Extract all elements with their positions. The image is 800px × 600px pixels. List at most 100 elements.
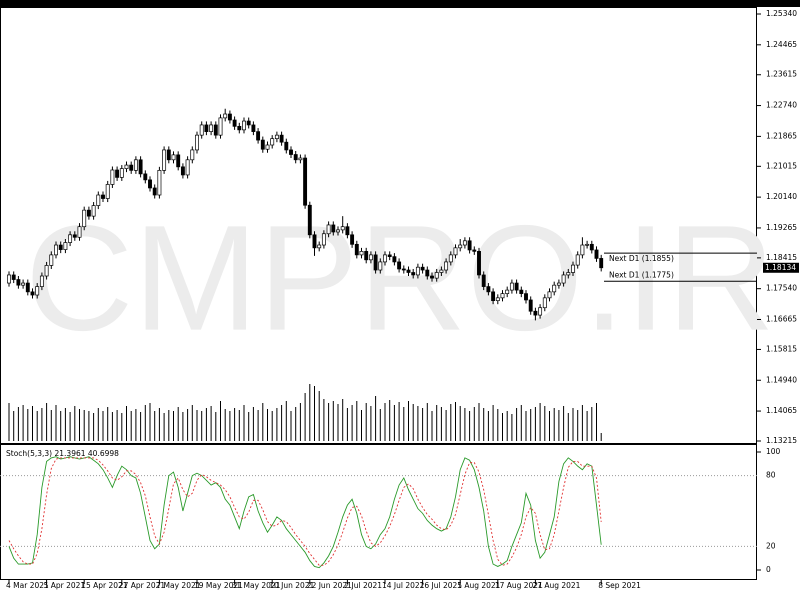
candle-body <box>115 169 120 178</box>
candle-body <box>340 226 345 231</box>
candle-body <box>462 240 467 246</box>
candle-body <box>317 244 322 249</box>
candle-body <box>524 293 528 301</box>
plot-frame <box>0 7 757 580</box>
candle-body <box>411 272 416 276</box>
candle-body <box>519 289 524 294</box>
candle-body <box>434 272 439 279</box>
y-tick-label: 20 <box>766 541 776 550</box>
candle-body <box>82 209 87 228</box>
stoch-line <box>8 457 602 566</box>
candle-body <box>77 226 82 238</box>
indicator-title: Stoch(5,3,3) 21.3961 40.6998 <box>6 449 119 458</box>
candle-body <box>481 274 486 287</box>
k-value: 21.3961 <box>55 449 86 458</box>
candle-body <box>44 265 49 277</box>
candle-body <box>420 266 425 271</box>
candle-body <box>491 291 496 302</box>
candle-body <box>195 134 199 151</box>
x-tick-label: 31 May 2021 <box>232 581 281 590</box>
candle-body <box>242 120 246 131</box>
price-box <box>763 262 799 273</box>
candle-body <box>227 113 232 121</box>
candle-body <box>533 310 538 316</box>
candle-body <box>453 247 458 256</box>
y-tick-label: 1.20140 <box>766 192 797 201</box>
candle-body <box>359 251 364 256</box>
y-tick-label: 1.14065 <box>766 406 797 415</box>
candle-body <box>7 274 11 284</box>
candle-body <box>209 124 214 132</box>
candle-body <box>143 173 148 181</box>
y-tick-label: 0 <box>766 565 771 574</box>
candle-body <box>505 289 510 294</box>
candle-body <box>105 184 110 199</box>
candle-body <box>237 125 242 131</box>
candle-body <box>538 307 543 316</box>
y-tick-label: 1.18415 <box>766 253 797 262</box>
candle-body <box>157 170 162 196</box>
candle-body <box>148 179 152 189</box>
stoch-line <box>8 456 602 569</box>
y-tick-label: 1.15815 <box>766 344 797 353</box>
candle-body <box>383 254 387 263</box>
candle-body <box>599 258 604 269</box>
candle-body <box>575 254 580 266</box>
candle-body <box>185 159 190 176</box>
y-tick-label: 1.22740 <box>766 101 797 110</box>
candle-body <box>232 119 237 127</box>
candle-body <box>30 291 35 296</box>
candle-body <box>444 261 449 271</box>
candle-body <box>270 138 275 146</box>
x-tick-label: 4 Mar 2021 <box>6 581 49 590</box>
candle-body <box>345 226 350 236</box>
y-tick-label: 80 <box>766 471 776 480</box>
candle-body <box>274 134 279 140</box>
candle-body <box>133 159 138 171</box>
candle-body <box>439 269 444 273</box>
candle-body <box>58 244 63 250</box>
candle-body <box>321 233 326 246</box>
x-tick-label: 2 Jul 2021 <box>344 581 382 590</box>
x-tick-label: 5 Aug 2021 <box>457 581 500 590</box>
candle-body <box>289 149 293 155</box>
candle-body <box>199 124 204 136</box>
candle-body <box>594 249 599 259</box>
watermark: CMPRO.IR <box>25 194 775 362</box>
indicator-name: Stoch(5,3,3) <box>6 449 52 458</box>
candle-body <box>580 244 585 256</box>
y-tick-label: 1.25340 <box>766 9 797 18</box>
x-tick-label: 8 Sep 2021 <box>598 581 641 590</box>
candle-body <box>585 243 590 246</box>
candle-body <box>430 275 434 279</box>
candle-body <box>213 124 218 136</box>
candle-body <box>119 168 124 178</box>
x-tick-label: 10 Jun 2021 <box>269 581 314 590</box>
candle-body <box>25 282 30 293</box>
candle-body <box>124 164 129 169</box>
candle-body <box>279 134 284 143</box>
candle-body <box>561 274 566 284</box>
candle-body <box>425 269 430 277</box>
candle-body <box>171 154 176 161</box>
candle-body <box>176 154 181 168</box>
candle-body <box>68 234 73 243</box>
y-tick-label: 1.19265 <box>766 223 797 232</box>
candle-body <box>336 229 340 233</box>
x-tick-label: 17 Aug 2021 <box>495 581 543 590</box>
candle-body <box>96 194 101 206</box>
candle-body <box>101 194 105 199</box>
candle-body <box>21 282 26 286</box>
candle-body <box>495 297 500 302</box>
candle-body <box>509 282 514 291</box>
x-tick-label: 27 Apr 2021 <box>119 581 166 590</box>
candle-body <box>552 284 557 293</box>
candle-body <box>307 204 312 236</box>
x-tick-label: 27 Aug 2021 <box>532 581 580 590</box>
candle-body <box>246 120 251 126</box>
y-tick-label: 1.21865 <box>766 131 797 140</box>
y-tick-label: 1.14940 <box>766 375 797 384</box>
candle-body <box>204 124 209 132</box>
candle-body <box>387 254 392 257</box>
x-tick-label: 19 May 2021 <box>194 581 243 590</box>
